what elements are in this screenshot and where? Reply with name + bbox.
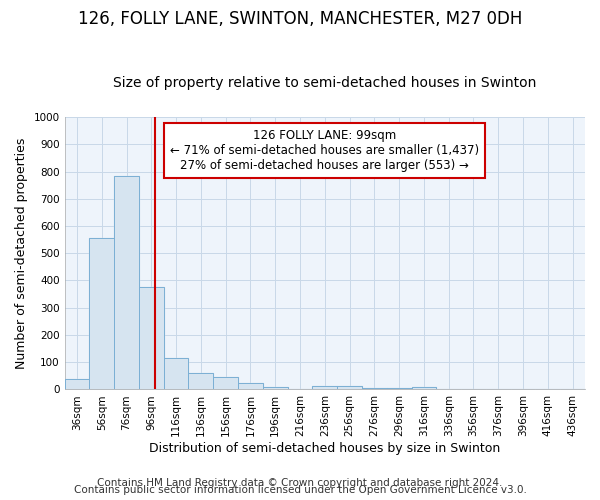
Title: Size of property relative to semi-detached houses in Swinton: Size of property relative to semi-detach… bbox=[113, 76, 536, 90]
Text: 126 FOLLY LANE: 99sqm
← 71% of semi-detached houses are smaller (1,437)
27% of s: 126 FOLLY LANE: 99sqm ← 71% of semi-deta… bbox=[170, 130, 479, 172]
Y-axis label: Number of semi-detached properties: Number of semi-detached properties bbox=[15, 138, 28, 369]
Text: Contains HM Land Registry data © Crown copyright and database right 2024.: Contains HM Land Registry data © Crown c… bbox=[97, 478, 503, 488]
X-axis label: Distribution of semi-detached houses by size in Swinton: Distribution of semi-detached houses by … bbox=[149, 442, 500, 455]
Text: 126, FOLLY LANE, SWINTON, MANCHESTER, M27 0DH: 126, FOLLY LANE, SWINTON, MANCHESTER, M2… bbox=[78, 10, 522, 28]
Text: Contains public sector information licensed under the Open Government Licence v3: Contains public sector information licen… bbox=[74, 485, 526, 495]
